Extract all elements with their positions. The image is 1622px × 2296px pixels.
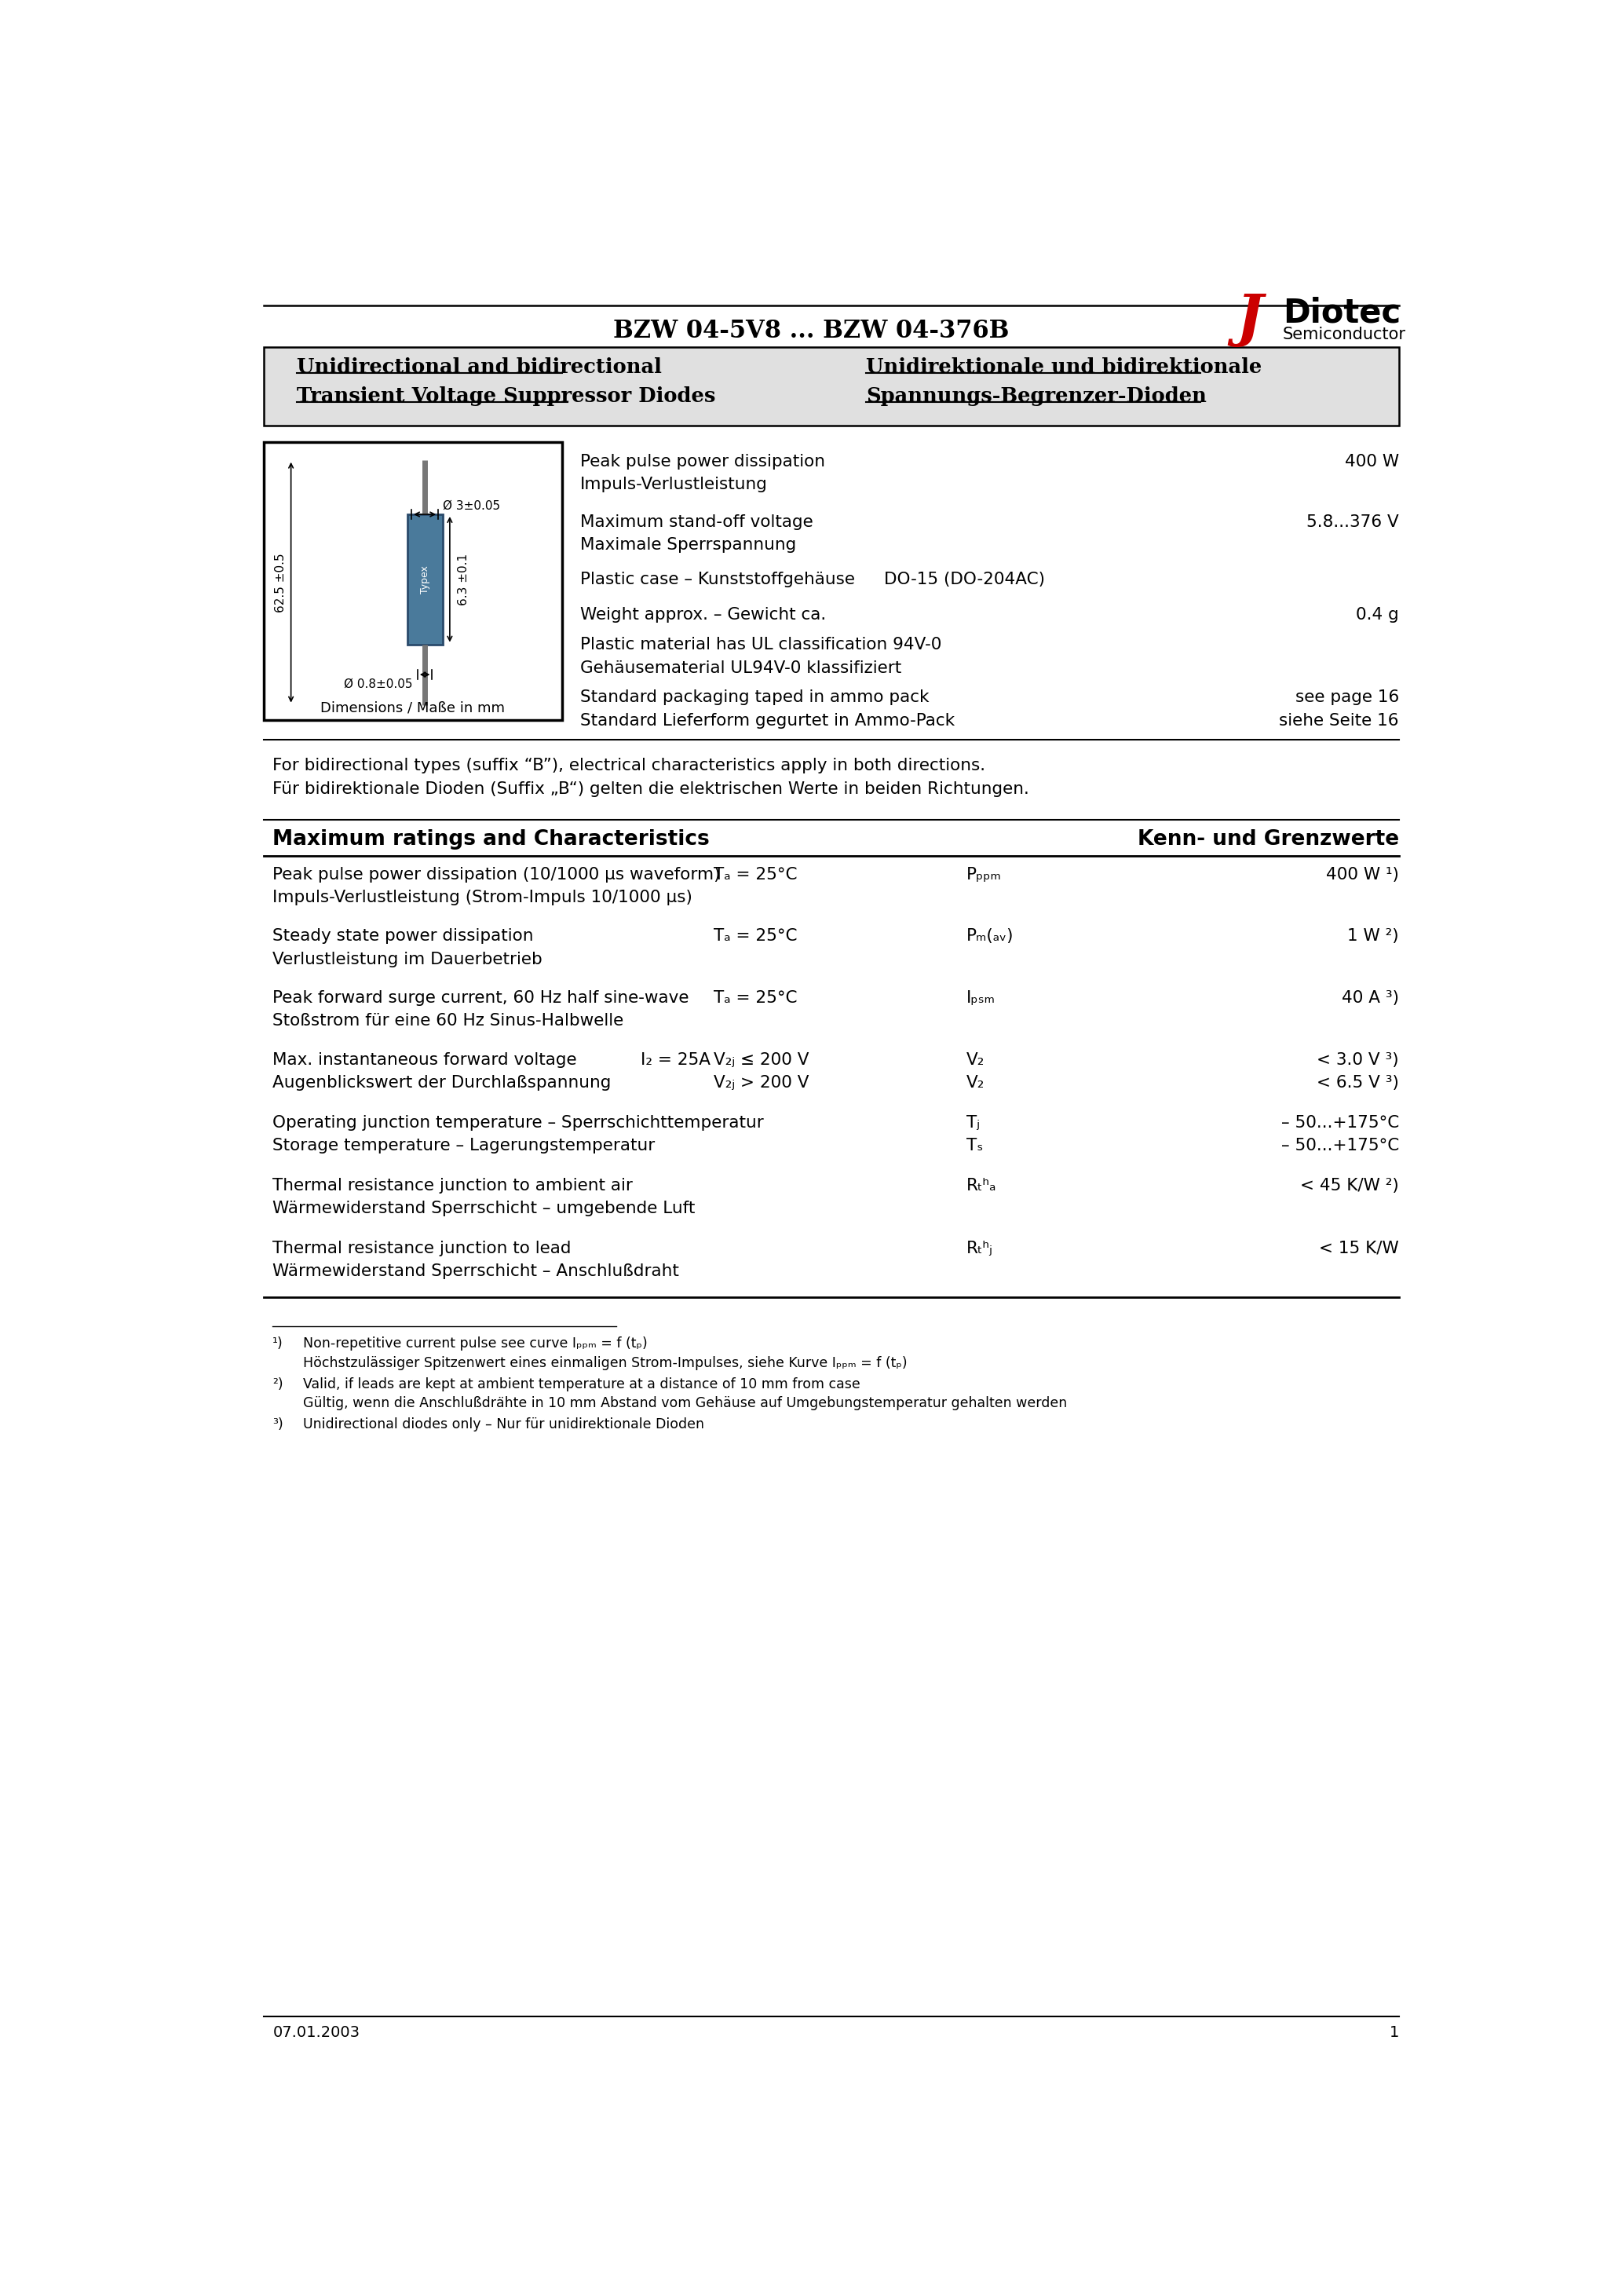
Bar bbox=[264, 347, 1398, 425]
Text: Für bidirektionale Dioden (Suffix „B“) gelten die elektrischen Werte in beiden R: Für bidirektionale Dioden (Suffix „B“) g… bbox=[272, 781, 1030, 797]
Text: Gültig, wenn die Anschlußdrähte in 10 mm Abstand vom Gehäuse auf Umgebungstempe: Gültig, wenn die Anschlußdrähte in 10 m… bbox=[303, 1396, 1067, 1410]
Text: Plastic case – Kunststoffgehäuse: Plastic case – Kunststoffgehäuse bbox=[581, 572, 855, 588]
Text: Storage temperature – Lagerungstemperatur: Storage temperature – Lagerungstemperatu… bbox=[272, 1139, 655, 1153]
Text: 5.8...376 V: 5.8...376 V bbox=[1306, 514, 1398, 530]
Text: Weight approx. – Gewicht ca.: Weight approx. – Gewicht ca. bbox=[581, 606, 826, 622]
Text: Spannungs-Begrenzer-Dioden: Spannungs-Begrenzer-Dioden bbox=[866, 386, 1207, 406]
Text: Peak pulse power dissipation (10/1000 μs waveform): Peak pulse power dissipation (10/1000 μs… bbox=[272, 868, 720, 882]
Text: Max. instantaneous forward voltage: Max. instantaneous forward voltage bbox=[272, 1052, 577, 1068]
Text: Impuls-Verlustleistung (Strom-Impuls 10/1000 μs): Impuls-Verlustleistung (Strom-Impuls 10/… bbox=[272, 891, 693, 905]
Text: 400 W ¹): 400 W ¹) bbox=[1327, 868, 1398, 882]
Text: Steady state power dissipation: Steady state power dissipation bbox=[272, 928, 534, 944]
Text: V₂ⱼ > 200 V: V₂ⱼ > 200 V bbox=[714, 1075, 809, 1091]
Text: Unidirektionale und bidirektionale: Unidirektionale und bidirektionale bbox=[866, 358, 1262, 377]
Text: 400 W: 400 W bbox=[1345, 455, 1398, 471]
Text: < 3.0 V ³): < 3.0 V ³) bbox=[1317, 1052, 1398, 1068]
Text: Thermal resistance junction to ambient air: Thermal resistance junction to ambient a… bbox=[272, 1178, 633, 1194]
Text: Operating junction temperature – Sperrschichttemperatur: Operating junction temperature – Sperrsc… bbox=[272, 1116, 764, 1130]
Text: Tₐ = 25°C: Tₐ = 25°C bbox=[714, 868, 798, 882]
Text: Maximum stand-off voltage: Maximum stand-off voltage bbox=[581, 514, 813, 530]
Text: DO-15 (DO-204AC): DO-15 (DO-204AC) bbox=[884, 572, 1045, 588]
Text: Verlustleistung im Dauerbetrieb: Verlustleistung im Dauerbetrieb bbox=[272, 951, 543, 967]
Text: Kenn- und Grenzwerte: Kenn- und Grenzwerte bbox=[1137, 829, 1398, 850]
Text: Tₐ = 25°C: Tₐ = 25°C bbox=[714, 928, 798, 944]
Text: ¹): ¹) bbox=[272, 1336, 284, 1350]
Text: I₂ = 25A: I₂ = 25A bbox=[641, 1052, 710, 1068]
Text: Wärmewiderstand Sperrschicht – umgebende Luft: Wärmewiderstand Sperrschicht – umgebende… bbox=[272, 1201, 696, 1217]
Text: see page 16: see page 16 bbox=[1294, 689, 1398, 705]
Text: Valid, if leads are kept at ambient temperature at a distance of 10 mm from case: Valid, if leads are kept at ambient temp… bbox=[303, 1378, 860, 1391]
Text: – 50...+175°C: – 50...+175°C bbox=[1281, 1139, 1398, 1153]
Text: Höchstzulässiger Spitzenwert eines einmaligen Strom-Impulses, siehe Kurve Iₚₚₘ =: Höchstzulässiger Spitzenwert eines einma… bbox=[303, 1357, 907, 1371]
Text: Rₜʰⱼ: Rₜʰⱼ bbox=[967, 1240, 993, 1256]
Text: Ø 3±0.05: Ø 3±0.05 bbox=[443, 501, 501, 512]
Text: Tₛ: Tₛ bbox=[967, 1139, 983, 1153]
Text: Iₚₛₘ: Iₚₛₘ bbox=[967, 990, 996, 1006]
Text: < 15 K/W: < 15 K/W bbox=[1319, 1240, 1398, 1256]
Text: Diotec: Diotec bbox=[1283, 296, 1401, 331]
Text: Peak forward surge current, 60 Hz half sine-wave: Peak forward surge current, 60 Hz half s… bbox=[272, 990, 689, 1006]
Text: Tⱼ: Tⱼ bbox=[967, 1116, 980, 1130]
Text: Thermal resistance junction to lead: Thermal resistance junction to lead bbox=[272, 1240, 571, 1256]
Text: 40 A ³): 40 A ³) bbox=[1341, 990, 1398, 1006]
Text: – 50...+175°C: – 50...+175°C bbox=[1281, 1116, 1398, 1130]
Text: For bidirectional types (suffix “B”), electrical characteristics apply in both d: For bidirectional types (suffix “B”), el… bbox=[272, 758, 986, 774]
Text: Tₐ = 25°C: Tₐ = 25°C bbox=[714, 990, 798, 1006]
Text: Rₜʰₐ: Rₜʰₐ bbox=[967, 1178, 996, 1194]
Text: Maximale Sperrspannung: Maximale Sperrspannung bbox=[581, 537, 796, 553]
Text: Semiconductor: Semiconductor bbox=[1283, 326, 1406, 342]
Text: Stoßstrom für eine 60 Hz Sinus-Halbwelle: Stoßstrom für eine 60 Hz Sinus-Halbwelle bbox=[272, 1013, 624, 1029]
Text: 1 W ²): 1 W ²) bbox=[1348, 928, 1398, 944]
Text: Impuls-Verlustleistung: Impuls-Verlustleistung bbox=[581, 478, 767, 494]
Text: Augenblickswert der Durchlaßspannung: Augenblickswert der Durchlaßspannung bbox=[272, 1075, 611, 1091]
Text: V₂: V₂ bbox=[967, 1052, 985, 1068]
Text: < 6.5 V ³): < 6.5 V ³) bbox=[1317, 1075, 1398, 1091]
Text: Plastic material has UL classification 94V-0: Plastic material has UL classification 9… bbox=[581, 636, 941, 652]
Text: siehe Seite 16: siehe Seite 16 bbox=[1280, 712, 1398, 728]
Text: V₂ⱼ ≤ 200 V: V₂ⱼ ≤ 200 V bbox=[714, 1052, 809, 1068]
Text: Maximum ratings and Characteristics: Maximum ratings and Characteristics bbox=[272, 829, 710, 850]
Text: J: J bbox=[1236, 292, 1262, 347]
Text: Pₚₚₘ: Pₚₚₘ bbox=[967, 868, 1001, 882]
Text: Unidirectional diodes only – Nur für unidirektionale Dioden: Unidirectional diodes only – Nur für uni… bbox=[303, 1417, 704, 1433]
Text: Non-repetitive current pulse see curve Iₚₚₘ = f (tₚ): Non-repetitive current pulse see curve I… bbox=[303, 1336, 647, 1350]
Text: 1: 1 bbox=[1388, 2025, 1398, 2041]
Text: Standard Lieferform gegurtet in Ammo-Pack: Standard Lieferform gegurtet in Ammo-Pac… bbox=[581, 712, 955, 728]
Text: 0.4 g: 0.4 g bbox=[1356, 606, 1398, 622]
Text: Peak pulse power dissipation: Peak pulse power dissipation bbox=[581, 455, 826, 471]
Text: Typex: Typex bbox=[420, 565, 430, 595]
Text: V₂: V₂ bbox=[967, 1075, 985, 1091]
Text: 6.3 ±0.1: 6.3 ±0.1 bbox=[457, 553, 469, 606]
Text: Ø 0.8±0.05: Ø 0.8±0.05 bbox=[344, 677, 412, 691]
Text: 07.01.2003: 07.01.2003 bbox=[272, 2025, 360, 2041]
Text: Gehäusematerial UL94V-0 klassifiziert: Gehäusematerial UL94V-0 klassifiziert bbox=[581, 659, 902, 675]
Text: Wärmewiderstand Sperrschicht – Anschlußdraht: Wärmewiderstand Sperrschicht – Anschlußd… bbox=[272, 1263, 680, 1279]
Text: Standard packaging taped in ammo pack: Standard packaging taped in ammo pack bbox=[581, 689, 929, 705]
Text: BZW 04-5V8 ... BZW 04-376B: BZW 04-5V8 ... BZW 04-376B bbox=[613, 319, 1009, 344]
Text: < 45 K/W ²): < 45 K/W ²) bbox=[1301, 1178, 1398, 1194]
Text: ³): ³) bbox=[272, 1417, 284, 1433]
Text: Dimensions / Maße in mm: Dimensions / Maße in mm bbox=[321, 700, 504, 714]
Text: Pₘ(ₐᵥ): Pₘ(ₐᵥ) bbox=[967, 928, 1014, 944]
Text: 62.5 ±0.5: 62.5 ±0.5 bbox=[274, 553, 287, 613]
Bar bbox=[407, 514, 443, 645]
Text: Unidirectional and bidirectional: Unidirectional and bidirectional bbox=[297, 358, 662, 377]
Bar bbox=[264, 441, 561, 721]
Text: Transient Voltage Suppressor Diodes: Transient Voltage Suppressor Diodes bbox=[297, 386, 715, 406]
Text: ²): ²) bbox=[272, 1378, 284, 1391]
